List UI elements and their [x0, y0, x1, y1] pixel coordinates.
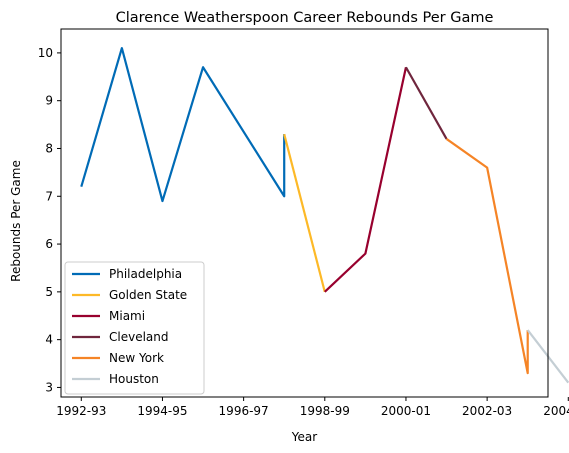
chart-title: Clarence Weatherspoon Career Rebounds Pe… — [116, 10, 494, 26]
y-tick-label-6: 9 — [45, 94, 53, 108]
x-tick-label-4: 2000-01 — [381, 404, 431, 418]
y-tick-label-3: 6 — [45, 237, 53, 251]
x-axis-label: Year — [291, 430, 317, 444]
series-line-1 — [283, 133, 326, 293]
x-tick-label-6: 2004-05 — [543, 404, 569, 418]
x-tick-label-5: 2002-03 — [462, 404, 512, 418]
legend-label-3: Cleveland — [109, 330, 169, 344]
y-tick-label-2: 5 — [45, 285, 53, 299]
legend-label-4: New York — [109, 351, 164, 365]
axes: 1992-93 1994-95 1996-97 1998-99 2000-01 2002-… — [38, 28, 569, 418]
y-tick-label-7: 10 — [38, 46, 53, 60]
x-tick-label-0: 1992-93 — [56, 404, 106, 418]
y-tick-label-5: 8 — [45, 141, 53, 155]
legend-label-1: Golden State — [109, 288, 187, 302]
legend: Philadelphia Golden State Miami Cleveland Ne… — [64, 261, 205, 395]
legend-label-0: Philadelphia — [109, 267, 182, 281]
series-line-2 — [324, 66, 408, 293]
y-axis-label: Rebounds Per Game — [9, 160, 23, 282]
series-line-4 — [445, 138, 529, 375]
series-line-0 — [80, 47, 286, 203]
y-tick-label-4: 7 — [45, 189, 53, 203]
x-tick-label-3: 1998-99 — [300, 404, 350, 418]
plot-frame — [60, 28, 549, 398]
y-tick-label-0: 3 — [45, 380, 53, 394]
series-line-3 — [405, 66, 448, 140]
x-tick-label-2: 1996-97 — [219, 404, 269, 418]
legend-label-5: Houston — [109, 372, 159, 386]
y-tick-label-1: 4 — [45, 333, 53, 347]
x-tick-label-1: 1994-95 — [137, 404, 187, 418]
legend-label-2: Miami — [109, 309, 145, 323]
